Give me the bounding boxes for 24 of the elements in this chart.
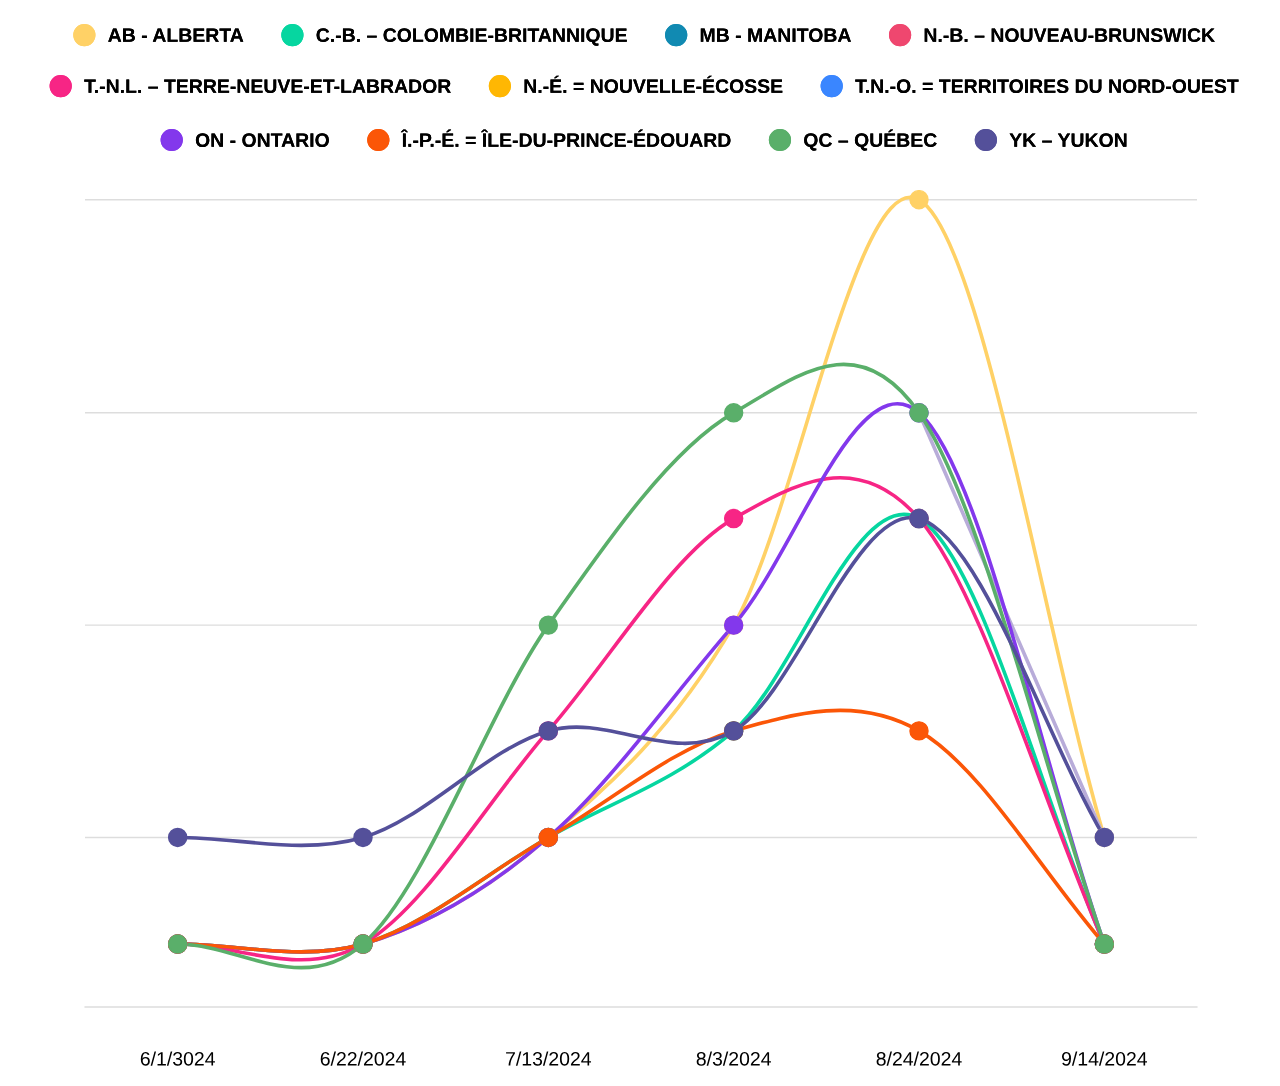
x-tick-label: 9/14/2024 — [1062, 1051, 1148, 1066]
legend-label: T.N.-O. = TERRITOIRES DU NORD-OUEST — [855, 79, 1239, 94]
legend-label: MB - MANITOBA — [700, 28, 851, 43]
point — [909, 190, 929, 210]
legend-label: AB - ALBERTA — [108, 28, 244, 42]
x-tick-label: 8/3/2024 — [696, 1051, 771, 1066]
point — [353, 827, 373, 848]
point — [723, 508, 744, 529]
point — [909, 721, 929, 741]
legend-label: QC – QUÉBEC — [804, 129, 937, 151]
x-tick-label: 6/22/2024 — [320, 1051, 406, 1066]
legend-label: YK – YUKON — [1009, 133, 1127, 147]
legend-label: N.-B. – NOUVEAU-BRUNSWICK — [924, 28, 1215, 43]
legend-label: ON - ONTARIO — [195, 133, 329, 147]
point — [538, 615, 559, 635]
x-tick-label: 7/13/2024 — [506, 1051, 592, 1066]
point — [167, 827, 188, 848]
legend-label: N.-É. = NOUVELLE-ÉCOSSE — [524, 75, 783, 94]
x-tick-label: 8/24/2024 — [876, 1051, 962, 1066]
point — [723, 403, 744, 423]
x-tick-label: 6/1/3024 — [140, 1051, 215, 1066]
legend-label: C.-B. – COLOMBIE-BRITANNIQUE — [316, 28, 627, 46]
legend-label: T.-N.L. – TERRE-NEUVE-ET-LABRADOR — [84, 79, 451, 94]
legend-label: Î.-P.-É. = ÎLE-DU-PRINCE-ÉDOUARD — [400, 129, 731, 147]
